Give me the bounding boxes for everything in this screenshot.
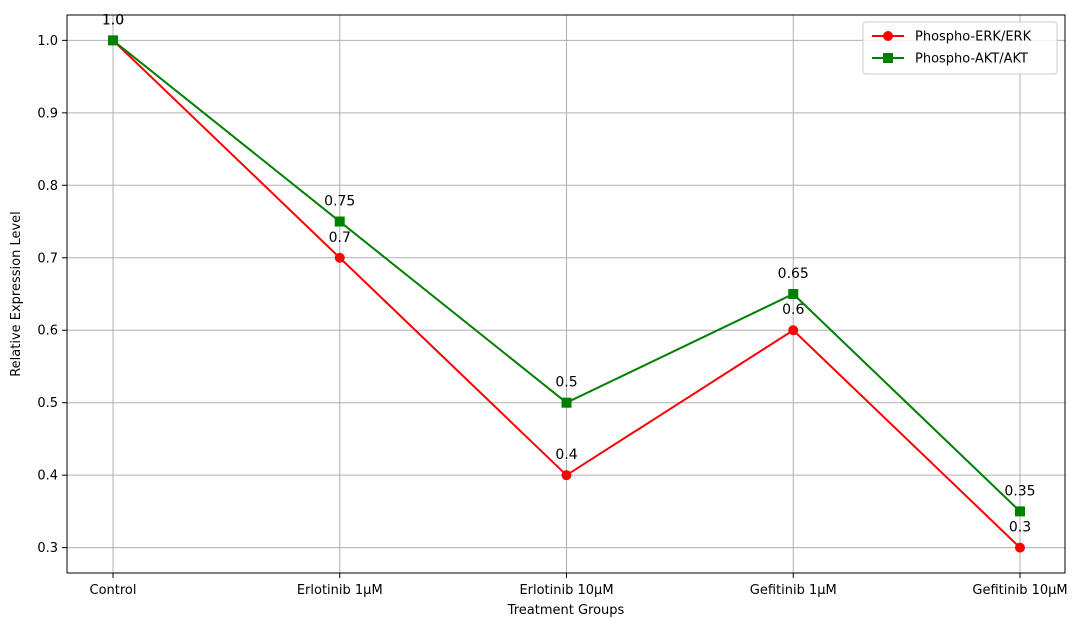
x-tick-label: Gefitinib 1μM: [750, 583, 837, 598]
y-tick-label: 1.0: [37, 34, 58, 49]
data-point: [1015, 542, 1025, 553]
data-label: 0.6: [782, 302, 804, 318]
data-label: 1.0: [102, 12, 124, 28]
data-point: [561, 470, 572, 481]
legend: Phospho-ERK/ERK Phospho-AKT/AKT: [862, 21, 1058, 75]
data-point: [561, 397, 572, 408]
y-axis: 0.3 0.4 0.5 0.6 0.7 0.8 0.9 1.0: [37, 34, 67, 556]
y-tick-label: 0.5: [37, 396, 58, 411]
x-axis: Control Erlotinib 1μM Erlotinib 10μM Gefiti…: [90, 573, 1068, 598]
data-labels: 1.00.70.40.60.31.00.750.50.650.35: [102, 12, 1036, 535]
y-tick-label: 0.6: [37, 324, 58, 339]
legend-entry: Phospho-AKT/AKT: [915, 52, 1028, 67]
y-tick-label: 0.8: [37, 179, 58, 194]
x-tick-label: Erlotinib 1μM: [297, 583, 383, 598]
data-point: [788, 325, 799, 336]
data-point: [1015, 506, 1025, 517]
legend-entry: Phospho-ERK/ERK: [915, 30, 1032, 45]
y-tick-label: 0.9: [37, 106, 58, 121]
y-tick-label: 0.4: [37, 469, 58, 484]
legend-marker: [883, 53, 893, 63]
legend-frame: [862, 21, 1058, 75]
data-point: [108, 35, 118, 46]
data-label: 0.35: [1004, 483, 1035, 499]
data-label: 0.7: [329, 230, 351, 246]
x-tick-label: Erlotinib 10μM: [519, 583, 613, 598]
data-point: [334, 216, 345, 227]
y-tick-label: 0.3: [37, 541, 58, 556]
y-axis-title: Relative Expression Level: [9, 211, 24, 377]
data-label: 0.65: [778, 266, 809, 282]
data-label: 0.5: [555, 375, 577, 391]
x-tick-label: Gefitinib 10μM: [972, 583, 1067, 598]
data-point: [334, 252, 345, 263]
y-tick-label: 0.7: [37, 251, 58, 266]
x-tick-label: Control: [90, 583, 137, 598]
x-axis-title: Treatment Groups: [507, 603, 625, 618]
series-group: [108, 35, 1025, 553]
data-label: 0.75: [324, 194, 355, 210]
data-point: [788, 289, 799, 299]
data-label: 0.4: [555, 447, 577, 463]
data-label: 1.0: [102, 12, 124, 28]
data-label: 0.3: [1009, 520, 1031, 536]
legend-marker: [883, 31, 893, 41]
grid-lines: [67, 15, 1065, 573]
